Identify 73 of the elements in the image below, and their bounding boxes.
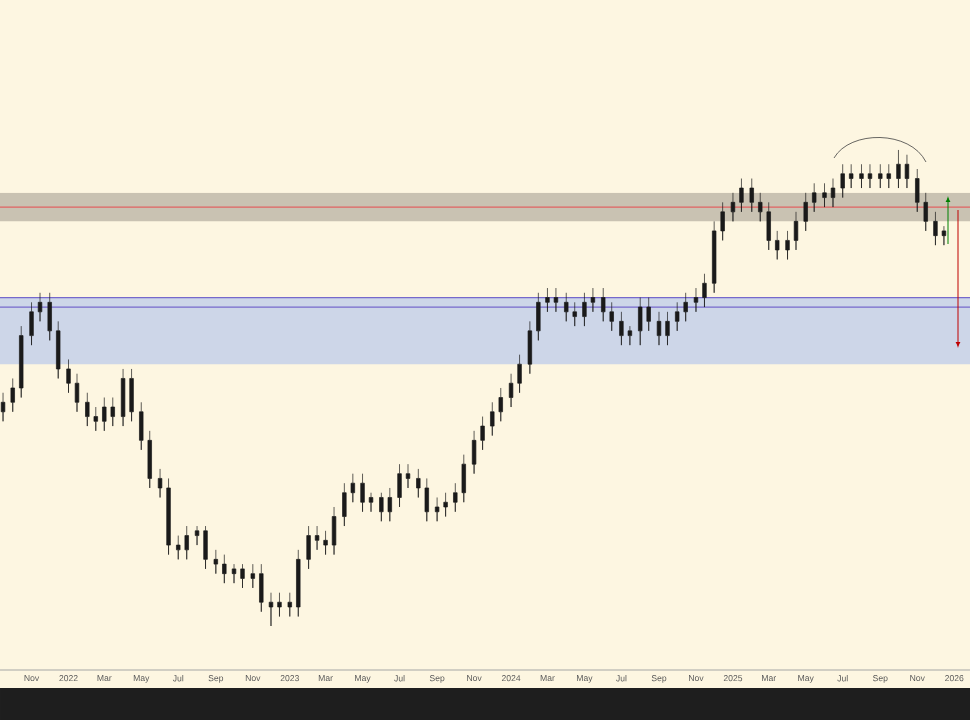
candlestick: [120, 368, 126, 427]
candlestick: [250, 563, 255, 589]
candlestick: [259, 563, 264, 613]
candlestick: [812, 182, 817, 213]
candlestick: [896, 149, 901, 189]
candlestick: [553, 287, 559, 313]
candlestick: [849, 163, 854, 189]
candlestick: [793, 211, 799, 251]
candlestick: [739, 178, 744, 213]
candlestick: [222, 554, 227, 584]
candlestick: [536, 292, 541, 341]
candlestick: [859, 163, 864, 189]
candlestick: [110, 397, 115, 427]
candlestick: [638, 297, 643, 346]
candlestick: [434, 497, 440, 522]
candlestick: [803, 192, 808, 232]
candlestick: [213, 549, 218, 574]
candlestick: [582, 292, 587, 327]
candlestick: [886, 163, 891, 189]
candlestick: [527, 320, 533, 375]
candlestick: [0, 392, 6, 422]
candlestick: [85, 392, 90, 427]
candlestick: [387, 487, 392, 522]
candlestick: [47, 292, 52, 341]
candlestick: [102, 397, 107, 432]
candlestick: [184, 525, 189, 560]
candlestick: [702, 273, 707, 308]
candlestick: [443, 492, 448, 517]
candlestick: [572, 301, 577, 327]
candlestick: [379, 492, 384, 522]
candlestick: [878, 163, 883, 189]
candlestick: [619, 311, 624, 346]
candlestick: [306, 525, 311, 570]
candlestick: [693, 287, 699, 313]
candlestick: [10, 378, 15, 413]
candlestick: [397, 463, 402, 508]
candlestick: [766, 201, 771, 251]
candlestick: [564, 292, 569, 322]
candlestick: [287, 592, 292, 617]
candlestick: [730, 192, 736, 222]
candlestick: [405, 463, 411, 489]
candlestick: [665, 311, 670, 346]
candlestick: [331, 506, 337, 555]
candlestick: [656, 311, 662, 346]
candlestick: [231, 563, 237, 584]
candlestick: [240, 563, 245, 589]
candlestick: [904, 154, 910, 189]
candlestick: [675, 301, 680, 332]
candlestick: [66, 359, 71, 394]
candlestick: [830, 178, 836, 208]
candlestick: [74, 373, 80, 413]
candlestick: [323, 530, 328, 555]
candlestick: [749, 178, 754, 213]
candlestick: [933, 211, 938, 246]
candlestick: [822, 182, 827, 208]
candlestick: [19, 325, 24, 398]
candlestick: [129, 368, 134, 422]
candlestick: [545, 287, 550, 313]
candlestick: [840, 163, 845, 198]
candlestick: [296, 549, 301, 617]
candlestick: [203, 525, 208, 570]
candlestick: [360, 473, 365, 513]
candlestick: [785, 230, 790, 260]
candlestick: [775, 230, 780, 260]
candlestick: [268, 592, 274, 627]
candlestick: [56, 320, 61, 379]
candlestick: [37, 292, 43, 322]
candlestick: [368, 492, 374, 513]
candlestick: [277, 592, 282, 617]
candlestick: [314, 525, 320, 551]
candlestick: [342, 482, 347, 527]
candlestick: [29, 301, 34, 346]
candlestick: [867, 163, 873, 189]
